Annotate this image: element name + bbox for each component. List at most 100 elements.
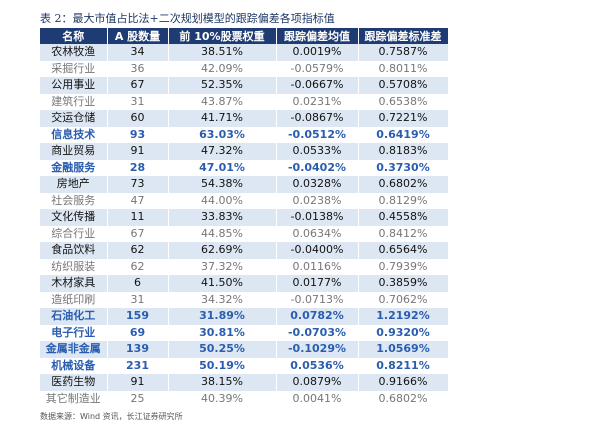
value-cell: -0.0703%: [276, 324, 359, 341]
value-cell: -0.0400%: [276, 242, 359, 259]
industry-name: 农林牧渔: [40, 44, 108, 61]
value-cell: 0.0634%: [276, 225, 359, 242]
header-cell: 名称: [40, 28, 108, 44]
value-cell: 50.19%: [168, 357, 277, 374]
table-row: 食品饮料 62 62.69% -0.0400% 0.6564%: [40, 242, 449, 259]
value-cell: 0.5708%: [358, 77, 449, 94]
value-cell: 93: [107, 126, 169, 143]
value-cell: -0.0713%: [276, 291, 359, 308]
industry-name: 其它制造业: [40, 390, 108, 407]
industry-name: 公用事业: [40, 77, 108, 94]
value-cell: 69: [107, 324, 169, 341]
table-row: 纺织服装 62 37.32% 0.0116% 0.7939%: [40, 258, 449, 275]
value-cell: 91: [107, 143, 169, 160]
value-cell: 62: [107, 242, 169, 259]
value-cell: 47.32%: [168, 143, 277, 160]
table-row: 金属非金属 139 50.25% -0.1029% 1.0569%: [40, 341, 449, 358]
value-cell: 34.32%: [168, 291, 277, 308]
report-table-block: 表 2：最大市值占比法+二次规划模型的跟踪偏差各项指标值 名称 A 股数量前 10…: [40, 10, 449, 422]
value-cell: 47: [107, 192, 169, 209]
value-cell: -0.0667%: [276, 77, 359, 94]
value-cell: 0.0328%: [276, 176, 359, 193]
value-cell: 0.0177%: [276, 275, 359, 292]
industry-name: 纺织服装: [40, 258, 108, 275]
value-cell: 0.8412%: [358, 225, 449, 242]
value-cell: 1.2192%: [358, 308, 449, 325]
value-cell: 30.81%: [168, 324, 277, 341]
value-cell: 37.32%: [168, 258, 277, 275]
value-cell: 43.87%: [168, 93, 277, 110]
value-cell: 28: [107, 159, 169, 176]
value-cell: 67: [107, 225, 169, 242]
industry-name: 食品饮料: [40, 242, 108, 259]
value-cell: 25: [107, 390, 169, 407]
value-cell: 62.69%: [168, 242, 277, 259]
value-cell: 0.0238%: [276, 192, 359, 209]
value-cell: -0.1029%: [276, 341, 359, 358]
value-cell: 0.8011%: [358, 60, 449, 77]
value-cell: 1.0569%: [358, 341, 449, 358]
table-row: 石油化工 159 31.89% 0.0782% 1.2192%: [40, 308, 449, 325]
table-row: 农林牧渔 34 38.51% 0.0019% 0.7587%: [40, 44, 449, 61]
table-row: 建筑行业 31 43.87% 0.0231% 0.6538%: [40, 93, 449, 110]
value-cell: 0.9166%: [358, 374, 449, 391]
industry-name: 造纸印刷: [40, 291, 108, 308]
value-cell: 0.4558%: [358, 209, 449, 226]
industry-name: 综合行业: [40, 225, 108, 242]
value-cell: 91: [107, 374, 169, 391]
table-row: 金融服务 28 47.01% -0.0402% 0.3730%: [40, 159, 449, 176]
value-cell: 60: [107, 110, 169, 127]
industry-name: 木材家具: [40, 275, 108, 292]
value-cell: 54.38%: [168, 176, 277, 193]
value-cell: 62: [107, 258, 169, 275]
value-cell: 33.83%: [168, 209, 277, 226]
value-cell: 42.09%: [168, 60, 277, 77]
table-row: 文化传播 11 33.83% -0.0138% 0.4558%: [40, 209, 449, 226]
value-cell: 0.7587%: [358, 44, 449, 61]
table-row: 造纸印刷 31 34.32% -0.0713% 0.7062%: [40, 291, 449, 308]
value-cell: -0.0867%: [276, 110, 359, 127]
value-cell: 44.00%: [168, 192, 277, 209]
industry-name: 社会服务: [40, 192, 108, 209]
table-row: 公用事业 67 52.35% -0.0667% 0.5708%: [40, 77, 449, 94]
value-cell: -0.0138%: [276, 209, 359, 226]
table-row: 信息技术 93 63.03% -0.0512% 0.6419%: [40, 126, 449, 143]
table-body: 农林牧渔 34 38.51% 0.0019% 0.7587% 采掘行业 36 42.09% -0…: [40, 44, 449, 407]
value-cell: 34: [107, 44, 169, 61]
value-cell: 31: [107, 291, 169, 308]
value-cell: 6: [107, 275, 169, 292]
table-row: 采掘行业 36 42.09% -0.0579% 0.8011%: [40, 60, 449, 77]
industry-name: 采掘行业: [40, 60, 108, 77]
industry-name: 商业贸易: [40, 143, 108, 160]
value-cell: 159: [107, 308, 169, 325]
value-cell: 31: [107, 93, 169, 110]
value-cell: 0.0879%: [276, 374, 359, 391]
value-cell: 0.0231%: [276, 93, 359, 110]
header-cell: A 股数量: [107, 28, 169, 44]
value-cell: 0.7939%: [358, 258, 449, 275]
industry-name: 机械设备: [40, 357, 108, 374]
source-note: 数据来源：Wind 资讯，长江证券研究所: [40, 412, 183, 421]
value-cell: -0.0512%: [276, 126, 359, 143]
table-row: 社会服务 47 44.00% 0.0238% 0.8129%: [40, 192, 449, 209]
industry-name: 电子行业: [40, 324, 108, 341]
value-cell: 0.8183%: [358, 143, 449, 160]
industry-name: 建筑行业: [40, 93, 108, 110]
value-cell: 63.03%: [168, 126, 277, 143]
value-cell: 0.0533%: [276, 143, 359, 160]
value-cell: 0.8211%: [358, 357, 449, 374]
value-cell: 0.0782%: [276, 308, 359, 325]
industry-name: 信息技术: [40, 126, 108, 143]
value-cell: 0.6564%: [358, 242, 449, 259]
value-cell: 0.6419%: [358, 126, 449, 143]
industry-name: 石油化工: [40, 308, 108, 325]
header-row: 名称 A 股数量前 10%股票权重 跟踪偏差均值 跟踪偏差标准差: [40, 28, 449, 44]
value-cell: 44.85%: [168, 225, 277, 242]
value-cell: 0.6538%: [358, 93, 449, 110]
value-cell: 0.3730%: [358, 159, 449, 176]
table-row: 电子行业 69 30.81% -0.0703% 0.9320%: [40, 324, 449, 341]
value-cell: 36: [107, 60, 169, 77]
table-row: 其它制造业 25 40.39% 0.0041% 0.6802%: [40, 390, 449, 407]
table-row: 医药生物 91 38.15% 0.0879% 0.9166%: [40, 374, 449, 391]
